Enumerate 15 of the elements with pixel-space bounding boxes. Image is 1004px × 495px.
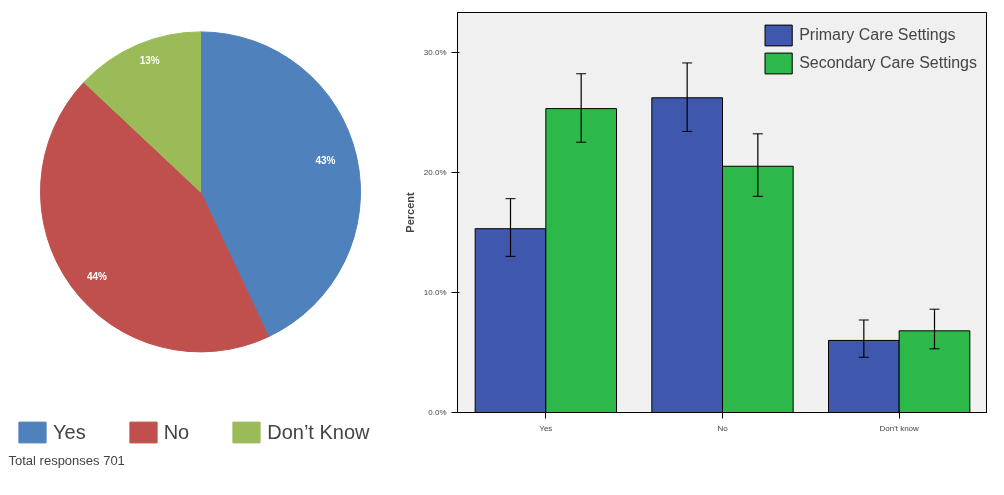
y-tick-label: 30.0% [423,47,447,57]
y-axis-title: Percent [403,191,416,233]
y-tick-label: 10.0% [423,287,447,297]
legend-label: Secondary Care Settings [799,54,977,72]
y-tick-label: 0.0% [428,408,447,417]
x-tick-label: Don't know [879,423,920,433]
x-tick-label: No [717,423,729,433]
data-label: 44% [86,270,108,282]
legend-label: Don’t Know [267,420,370,444]
text: Total responses 701 [8,453,125,469]
data-label: 43% [315,155,336,167]
legend-label: Primary Care Settings [799,26,956,44]
data-label: 13% [139,54,160,66]
x-tick-label: Yes [539,423,553,433]
y-tick-label: 20.0% [423,167,447,177]
